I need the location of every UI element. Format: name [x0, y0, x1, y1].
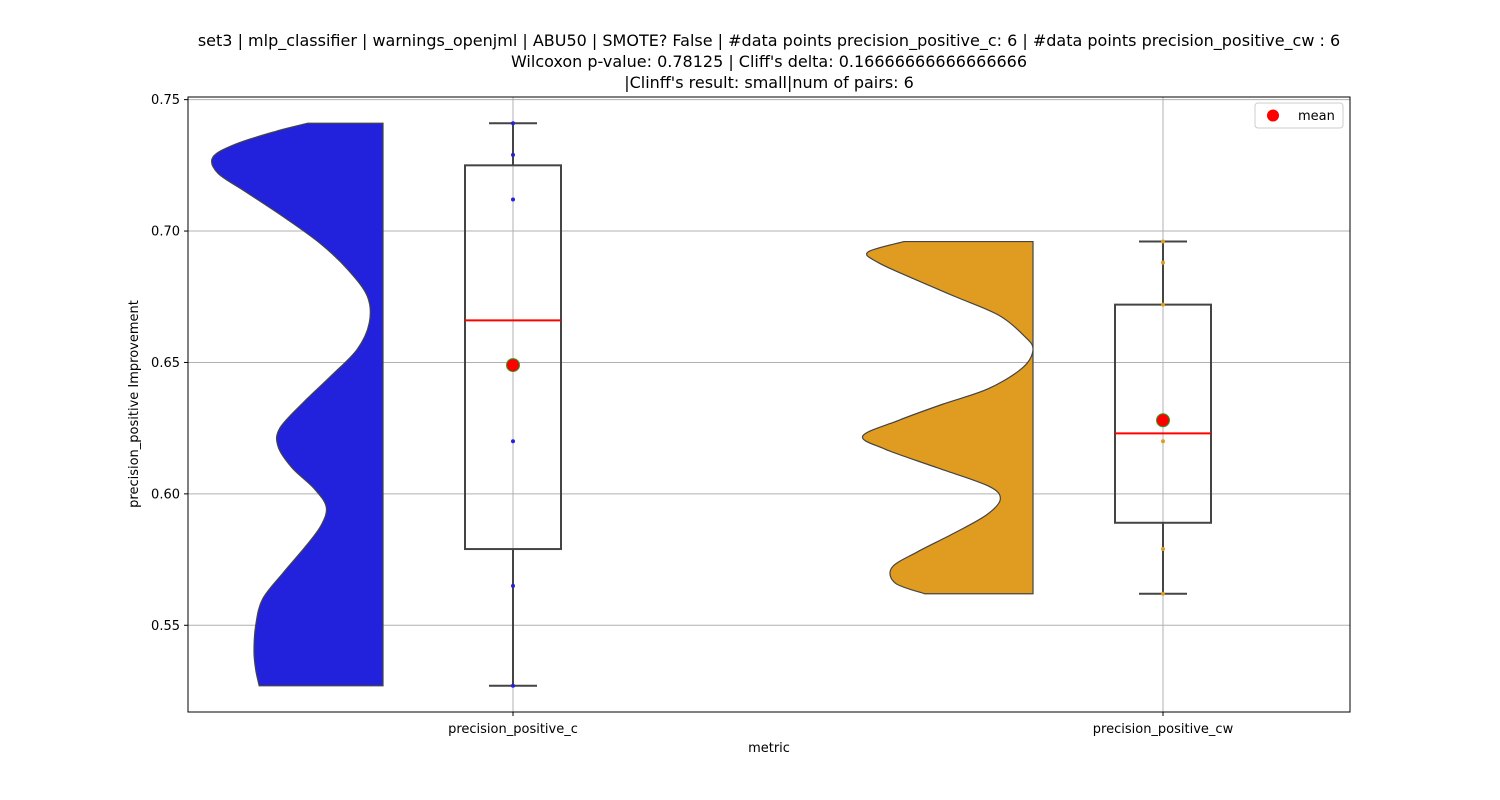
data-point: [511, 683, 515, 688]
legend-mean-label: mean: [1298, 109, 1335, 124]
data-point: [1161, 439, 1165, 444]
data-point: [1161, 302, 1165, 307]
mean-marker: [1156, 413, 1170, 428]
chart-title-line-3: |Clinff's result: small|num of pairs: 6: [624, 73, 914, 92]
y-axis-label: precision_positive Improvement: [127, 300, 142, 508]
data-point: [511, 439, 515, 444]
y-tick-label: 0.75: [151, 93, 180, 108]
x-axis-label: metric: [748, 741, 790, 756]
legend-box: [1254, 102, 1344, 129]
x-tick-label: precision_positive_cw: [1093, 722, 1234, 737]
y-tick-label: 0.70: [151, 225, 180, 240]
axes: 0.55 0.60 0.65 0.70 0.75 precision_positive_c…: [151, 93, 1234, 737]
y-tick-label: 0.60: [151, 487, 180, 502]
chart-title-line-2: Wilcoxon p-value: 0.78125 | Cliff's delt…: [511, 52, 1027, 71]
legend-mean-marker: [1267, 109, 1279, 122]
data-point: [511, 121, 515, 126]
y-tick-label: 0.55: [151, 619, 180, 634]
mean-marker: [506, 358, 520, 373]
data-point: [1161, 260, 1165, 265]
violin-precision_positive_c: [210, 122, 384, 687]
data-point: [511, 152, 515, 157]
data-point: [511, 197, 515, 202]
data-point: [1161, 591, 1165, 596]
plot-area: [210, 121, 1212, 688]
chart-title: set3 | mlp_classifier | warnings_openjml…: [198, 31, 1340, 92]
violin-precision_positive_cw: [861, 240, 1034, 595]
chart-title-line-1: set3 | mlp_classifier | warnings_openjml…: [198, 31, 1340, 51]
y-tick-label: 0.65: [151, 356, 180, 371]
plot-frame: [187, 96, 1351, 713]
data-point: [1161, 547, 1165, 552]
box-precision_positive_c: [464, 164, 562, 551]
x-tick-label: precision_positive_c: [448, 722, 578, 737]
legend: mean: [1254, 102, 1344, 129]
data-point: [511, 583, 515, 588]
data-point: [1161, 239, 1165, 244]
